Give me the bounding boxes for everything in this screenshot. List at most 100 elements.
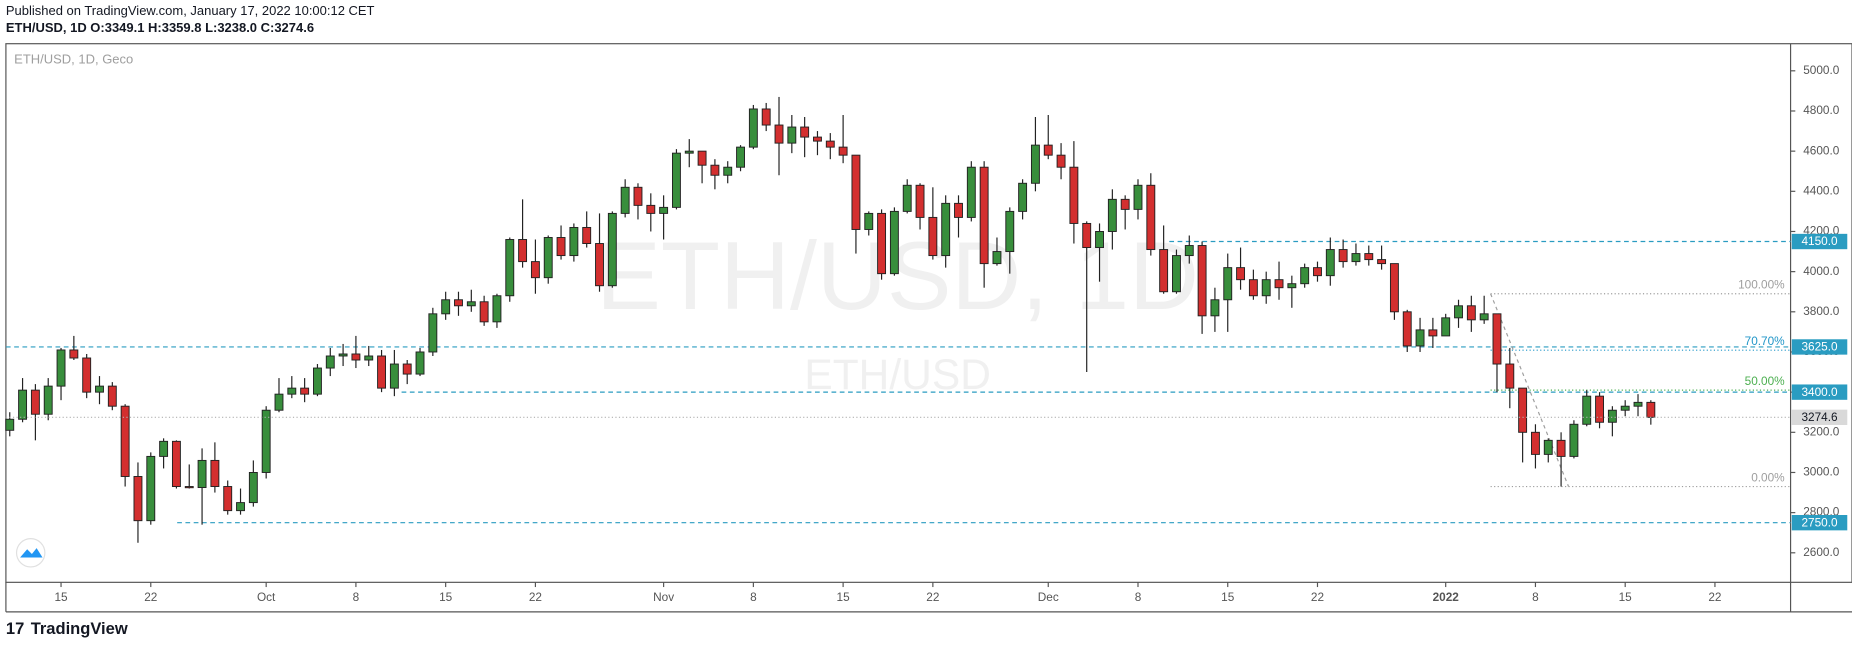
candle-body	[671, 152, 681, 208]
candle-body	[1069, 166, 1079, 224]
fib-label: 0.00%	[1751, 470, 1785, 484]
candle-body	[466, 301, 476, 307]
candle-body	[1441, 317, 1451, 337]
candle-body	[569, 226, 579, 257]
fib-trend	[1490, 293, 1570, 487]
candle-body	[1325, 249, 1335, 277]
candle-body	[1133, 184, 1143, 210]
candle-body	[30, 389, 40, 415]
candle-body	[1210, 299, 1220, 317]
x-tick-label: 15	[439, 590, 453, 604]
candle-body	[825, 140, 835, 148]
candle-body	[107, 385, 117, 407]
candle-body	[761, 108, 771, 126]
candle-body	[479, 301, 489, 323]
candle-body	[223, 486, 233, 512]
candle-body	[146, 455, 156, 522]
candle-body	[184, 486, 194, 489]
candle-body	[1492, 313, 1502, 365]
candle-body	[1274, 279, 1284, 289]
candle-body	[1172, 255, 1181, 293]
candle-body	[492, 295, 502, 323]
candle-body	[813, 136, 822, 142]
candle-body	[248, 472, 258, 504]
level-tag	[1791, 384, 1848, 400]
fib-label: 70.70%	[1745, 334, 1786, 348]
candle-body	[774, 124, 784, 144]
ohlc-legend: ETH/USD, 1D O:3349.1 H:3359.8 L:3238.0 C…	[6, 20, 314, 35]
candle-body	[864, 212, 874, 230]
level-label: 2750.0	[1801, 515, 1838, 529]
candle-body	[530, 261, 540, 279]
logo	[15, 538, 46, 568]
candle-body	[1351, 253, 1361, 263]
candle-body	[1197, 245, 1207, 317]
candle-body	[18, 389, 28, 420]
candle-body	[697, 150, 707, 166]
candle-body	[1389, 263, 1399, 313]
x-tick-label: 22	[1708, 590, 1721, 604]
candle-body	[236, 502, 245, 512]
candle-body	[992, 251, 1002, 265]
candle-body	[851, 154, 861, 230]
candle-body	[684, 150, 694, 154]
candle-body	[389, 363, 399, 389]
last-price-tag	[1791, 409, 1848, 426]
candle-body	[82, 357, 92, 393]
candle-body	[56, 349, 66, 387]
candle-body	[261, 409, 271, 473]
candle-body	[274, 393, 284, 411]
candle-body	[800, 126, 810, 138]
x-tick-label: 2022	[1433, 590, 1460, 604]
x-tick-label: 8	[353, 590, 360, 604]
candle-body	[915, 184, 925, 218]
candle-body	[1518, 387, 1528, 433]
candle-body	[518, 239, 528, 263]
fib-label: 100.00%	[1738, 278, 1785, 292]
candle-body	[69, 349, 79, 359]
candle-body	[5, 418, 15, 431]
candle-body	[710, 164, 720, 176]
y-tick-label: 3800.0	[1803, 304, 1840, 318]
candle-body	[1556, 439, 1566, 457]
candle-body	[838, 146, 848, 156]
candle-body	[1082, 222, 1092, 249]
candle-body	[505, 239, 515, 297]
candle-body	[620, 186, 630, 214]
y-tick-label: 3000.0	[1803, 465, 1840, 479]
candle-body	[95, 385, 104, 393]
candle-body	[1184, 245, 1194, 257]
candle-body	[1043, 144, 1053, 156]
candle-body	[1018, 182, 1028, 212]
candle-body	[428, 313, 438, 353]
candle-body	[1287, 283, 1297, 289]
level-label: 4150.0	[1801, 234, 1838, 248]
level-label: 3400.0	[1801, 385, 1838, 399]
x-tick-label: 15	[1221, 590, 1235, 604]
last-price-label: 3274.6	[1801, 410, 1838, 424]
x-tick-label: 8	[750, 590, 757, 604]
candle-body	[659, 206, 669, 214]
x-tick-label: 15	[54, 590, 68, 604]
candle-body	[1107, 198, 1117, 232]
candle-body	[43, 385, 53, 415]
candle-body	[543, 237, 553, 279]
candle-body	[300, 387, 310, 395]
candle-body	[928, 216, 938, 257]
candle-body	[1402, 311, 1412, 347]
candle-body	[1646, 401, 1656, 418]
candle-body	[197, 459, 207, 489]
fib-label: 50.00%	[1745, 374, 1786, 388]
candle-body	[402, 363, 412, 375]
candle-body	[1377, 259, 1387, 265]
candle-body	[1595, 395, 1604, 423]
candle-body	[454, 299, 463, 307]
candle-body	[171, 440, 181, 488]
candle-body	[377, 355, 387, 389]
candle-body	[954, 202, 963, 218]
footer-logo: 17	[6, 619, 24, 638]
candle-body	[159, 440, 169, 457]
candle-body	[1479, 313, 1489, 321]
candle-body	[787, 126, 797, 144]
